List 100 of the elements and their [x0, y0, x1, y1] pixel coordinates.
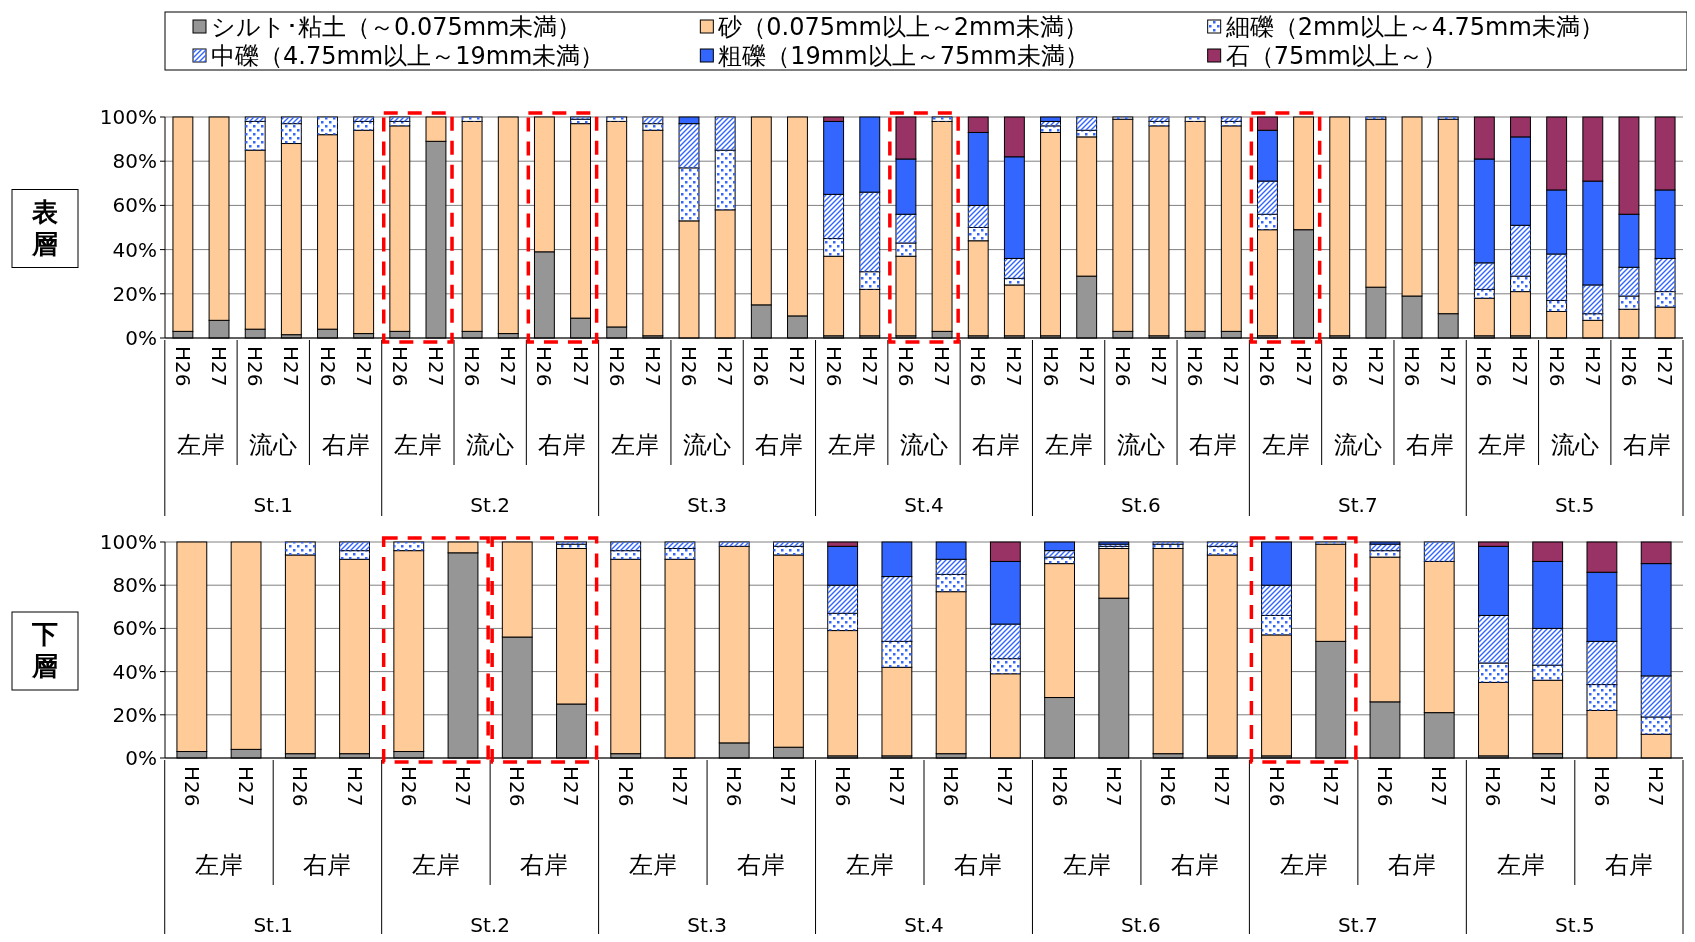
y-tick-label: 60% [112, 193, 157, 218]
text: 左岸 [845, 851, 894, 879]
text: 右岸 [1623, 431, 1672, 459]
x-tick-label: H27 [713, 346, 738, 387]
x-tick-label: H27 [207, 346, 232, 387]
text: 右岸 [1388, 851, 1437, 879]
text: 左岸 [1044, 431, 1093, 459]
text: 左岸 [176, 431, 225, 459]
text: 流心 [683, 431, 732, 459]
x-tick-label: H26 [1472, 346, 1497, 387]
legend-label: 細礫（2mm以上～4.75mm未満） [1224, 13, 1604, 41]
x-tick-label: H26 [1327, 346, 1352, 387]
x-tick-label: H27 [640, 346, 665, 387]
x-tick-label: H26 [505, 766, 530, 807]
text: St.7 [1338, 493, 1378, 517]
legend-label: 粗礫（19mm以上～75mm未満） [718, 42, 1089, 70]
x-tick-label: H27 [1580, 346, 1605, 387]
x-tick-label: H27 [351, 346, 376, 387]
x-tick-label: H26 [830, 766, 855, 807]
text: 右岸 [1189, 431, 1238, 459]
text: 右岸 [1605, 851, 1654, 879]
x-tick-label: H26 [1183, 346, 1208, 387]
y-tick-label: 40% [112, 659, 157, 684]
text: 流心 [1333, 431, 1382, 459]
text: 右岸 [520, 851, 569, 879]
x-tick-label: H26 [722, 766, 747, 807]
text: 左岸 [194, 851, 243, 879]
x-tick-label: H26 [1156, 766, 1181, 807]
x-tick-label: H27 [1653, 346, 1678, 387]
x-tick-label: H26 [1264, 766, 1289, 807]
y-tick-label: 20% [112, 281, 157, 306]
legend-label: 中礫（4.75mm以上～19mm未満） [211, 42, 605, 70]
x-tick-label: H27 [1219, 346, 1244, 387]
text: 流心 [249, 431, 298, 459]
x-tick-label: H27 [451, 766, 476, 807]
x-tick-label: H26 [1481, 766, 1506, 807]
x-tick-label: H26 [315, 346, 340, 387]
x-tick-label: H26 [1616, 346, 1641, 387]
x-tick-label: H26 [604, 346, 629, 387]
x-tick-label: H26 [170, 346, 195, 387]
x-tick-label: H27 [1291, 346, 1316, 387]
x-tick-label: H26 [288, 766, 313, 807]
x-tick-label: H26 [1047, 766, 1072, 807]
text: 左岸 [1496, 851, 1545, 879]
x-tick-label: H27 [568, 346, 593, 387]
x-tick-label: H27 [667, 766, 692, 807]
y-tick-label: 20% [112, 702, 157, 727]
x-tick-label: H26 [1544, 346, 1569, 387]
y-tick-label: 0% [125, 746, 157, 770]
x-tick-label: H27 [1074, 346, 1099, 387]
text: St.2 [470, 493, 510, 517]
x-tick-label: H26 [179, 766, 204, 807]
text: 左岸 [827, 431, 876, 459]
text: 右岸 [1171, 851, 1220, 879]
x-tick-label: H26 [460, 346, 485, 387]
y-tick-label: 0% [125, 326, 157, 350]
x-tick-label: H27 [1318, 766, 1343, 807]
text: 左岸 [1478, 431, 1527, 459]
x-tick-label: H27 [1363, 346, 1388, 387]
text: 右岸 [1406, 431, 1455, 459]
x-tick-label: H27 [1427, 766, 1452, 807]
text: 右岸 [538, 431, 587, 459]
x-tick-label: H27 [342, 766, 367, 807]
x-tick-label: H26 [893, 346, 918, 387]
text: St.3 [687, 913, 727, 937]
x-tick-label: H27 [234, 766, 259, 807]
x-tick-label: H27 [930, 346, 955, 387]
text: St.6 [1121, 913, 1161, 937]
text: St.5 [1554, 493, 1595, 517]
x-tick-label: H26 [1400, 346, 1425, 387]
text: 左岸 [1062, 851, 1111, 879]
x-tick-label: H27 [1644, 766, 1669, 807]
text: St.3 [687, 493, 727, 517]
text: St.7 [1338, 913, 1378, 937]
text: 左岸 [411, 851, 460, 879]
x-tick-label: H26 [1372, 766, 1397, 807]
text: 流心 [466, 431, 515, 459]
text: 左岸 [610, 431, 659, 459]
legend-label: 石（75mm以上～） [1225, 42, 1447, 70]
text: St.1 [253, 493, 294, 517]
text: 右岸 [737, 851, 786, 879]
x-tick-label: H27 [1002, 346, 1027, 387]
x-tick-label: H26 [939, 766, 964, 807]
text: St.5 [1554, 913, 1595, 937]
text: 流心 [1116, 431, 1165, 459]
y-axis-title: 下層 [31, 619, 58, 681]
y-tick-label: 100% [99, 530, 157, 554]
x-tick-label: H26 [1038, 346, 1063, 387]
x-tick-label: H27 [423, 346, 448, 387]
x-tick-label: H27 [776, 766, 801, 807]
x-tick-label: H27 [279, 346, 304, 387]
x-tick-label: H27 [1436, 346, 1461, 387]
text: St.6 [1121, 493, 1161, 517]
text: 左岸 [628, 851, 677, 879]
x-tick-label: H26 [1255, 346, 1280, 387]
x-tick-label: H27 [1210, 766, 1235, 807]
text: 流心 [900, 431, 948, 459]
text: 流心 [1550, 431, 1599, 459]
text: 右岸 [972, 431, 1021, 459]
x-tick-label: H27 [1535, 766, 1560, 807]
